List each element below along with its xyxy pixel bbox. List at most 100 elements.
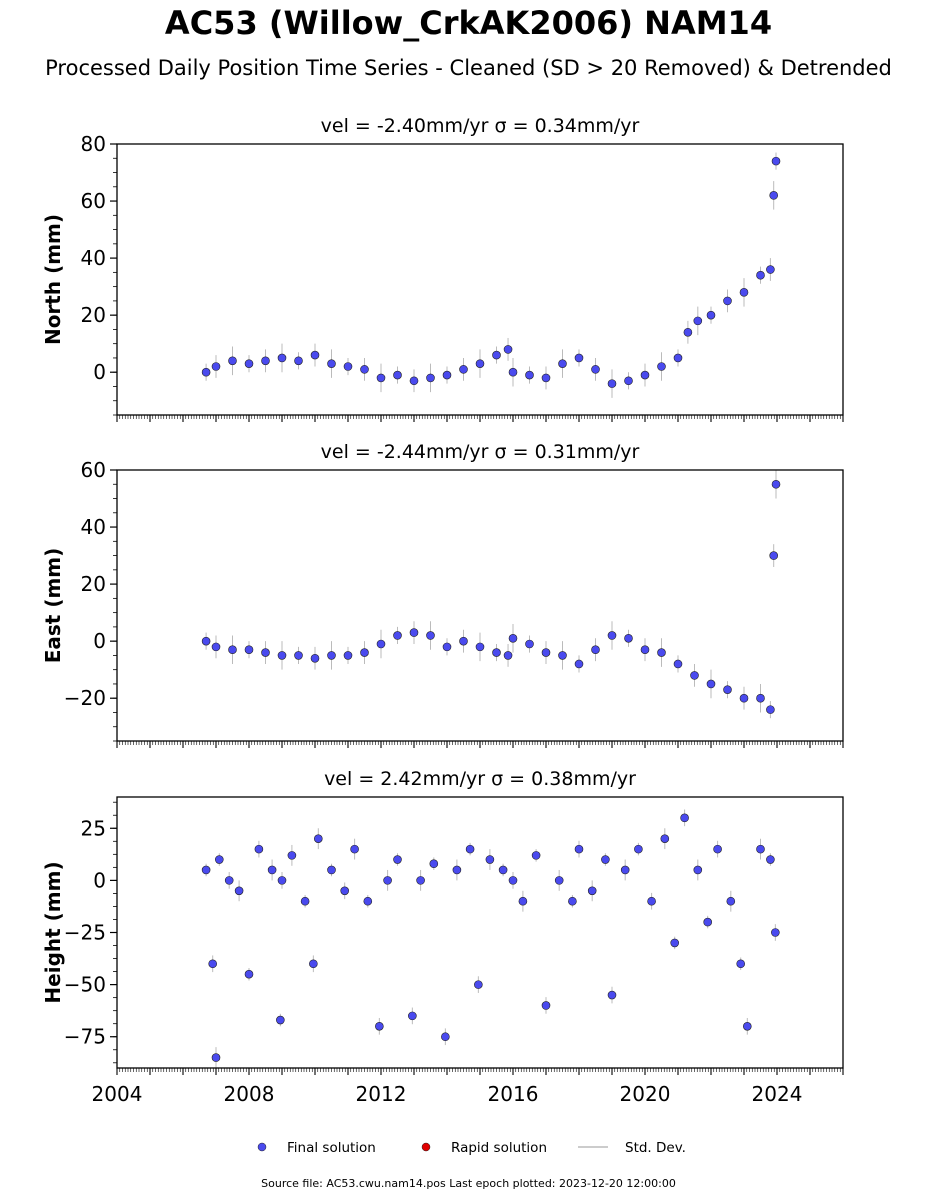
panels: vel = -2.40mm/yr σ = 0.34mm/yr North (mm)… [41, 115, 844, 1106]
data-point [723, 685, 732, 694]
x-tick-label: 2024 [752, 1082, 803, 1106]
data-point [244, 645, 254, 655]
panel-height: vel = 2.42mm/yr σ = 0.38mm/yr Height (mm)… [41, 768, 844, 1106]
data-point [683, 327, 693, 337]
y-tick-label: −75 [64, 1025, 106, 1049]
x-tick-label: 2016 [488, 1082, 539, 1106]
data-point [756, 693, 765, 703]
data-point [383, 876, 392, 885]
data-point [416, 876, 425, 885]
data-point [465, 844, 475, 854]
data-point [208, 959, 217, 969]
data-point [657, 648, 666, 657]
data-point [343, 362, 353, 371]
data-point [531, 851, 541, 860]
data-point [211, 362, 221, 371]
data-point [201, 865, 211, 875]
data-point [442, 642, 452, 652]
y-axis-label: East (mm) [41, 548, 65, 664]
data-point [277, 651, 287, 660]
data-point [310, 350, 320, 360]
data-point [541, 1001, 551, 1010]
data-point [587, 886, 597, 896]
data-point [228, 356, 237, 366]
data-point [261, 648, 270, 657]
data-point [558, 651, 567, 660]
data-point [426, 373, 435, 383]
data-point [574, 844, 584, 854]
data-point [498, 865, 508, 875]
data-point [267, 865, 277, 875]
data-point [277, 876, 287, 885]
data-point [244, 969, 254, 979]
data-point [211, 642, 221, 652]
panel-north: vel = -2.40mm/yr σ = 0.34mm/yr North (mm)… [41, 115, 844, 422]
data-point [393, 370, 402, 380]
chart-subtitle: Processed Daily Position Time Series - C… [45, 56, 892, 80]
data-point [706, 310, 716, 320]
x-tick-label: 2020 [620, 1082, 671, 1106]
data-point [492, 350, 501, 360]
x-tick-label: 2012 [356, 1082, 407, 1106]
data-point [634, 844, 643, 854]
data-point [294, 356, 303, 366]
data-point [693, 865, 703, 875]
data-point [201, 367, 211, 377]
data-point [376, 373, 386, 383]
data-point [310, 653, 320, 663]
y-tick-label: 20 [81, 303, 106, 327]
data-point [693, 316, 703, 326]
data-point [647, 896, 656, 906]
data-point [313, 834, 323, 843]
legend-item: Rapid solution [421, 1140, 547, 1156]
legend-marker [257, 1142, 267, 1152]
data-point [340, 886, 350, 896]
data-point [503, 651, 513, 660]
data-point [360, 365, 369, 374]
data-point [607, 631, 617, 640]
data-point [508, 367, 518, 377]
source-footer: Source file: AC53.cwu.nam14.pos Last epo… [261, 1177, 676, 1190]
data-point [211, 1053, 221, 1062]
y-tick-label: 20 [81, 572, 106, 596]
data-point [393, 631, 402, 640]
panel-east: vel = -2.44mm/yr σ = 0.31mm/yr East (mm) −… [41, 441, 844, 748]
data-point [327, 865, 336, 875]
data-point [620, 865, 630, 875]
data-point [756, 270, 765, 280]
data-point [742, 1022, 752, 1031]
data-point [442, 370, 452, 380]
y-tick-label: 40 [81, 515, 106, 539]
data-point [294, 651, 303, 660]
y-tick-label: 60 [81, 458, 106, 482]
panel-title: vel = 2.42mm/yr σ = 0.38mm/yr [324, 768, 636, 790]
data-point [360, 648, 369, 657]
plot-frame [116, 469, 844, 742]
data-point [343, 651, 353, 660]
data-point [492, 648, 501, 657]
data-point [475, 359, 485, 368]
data-point [393, 855, 402, 864]
plot-frame [116, 796, 844, 1069]
data-point [739, 693, 749, 703]
y-tick-label: 40 [81, 246, 106, 270]
data-point [766, 705, 775, 714]
data-point [327, 359, 336, 368]
data-point [503, 345, 513, 354]
y-tick-label: 60 [81, 189, 106, 213]
data-point [244, 359, 254, 368]
legend-item: Final solution [257, 1140, 376, 1156]
data-point [459, 636, 468, 646]
data-point [756, 844, 765, 854]
data-point [508, 876, 518, 885]
data-point [657, 362, 666, 371]
y-axis-label: North (mm) [41, 214, 65, 345]
data-point [736, 959, 746, 969]
data-point [574, 659, 584, 669]
legend-label: Std. Dev. [625, 1140, 686, 1156]
data-point [607, 990, 617, 1000]
data-point [771, 156, 781, 166]
data-point [201, 636, 211, 646]
data-point [680, 813, 689, 823]
